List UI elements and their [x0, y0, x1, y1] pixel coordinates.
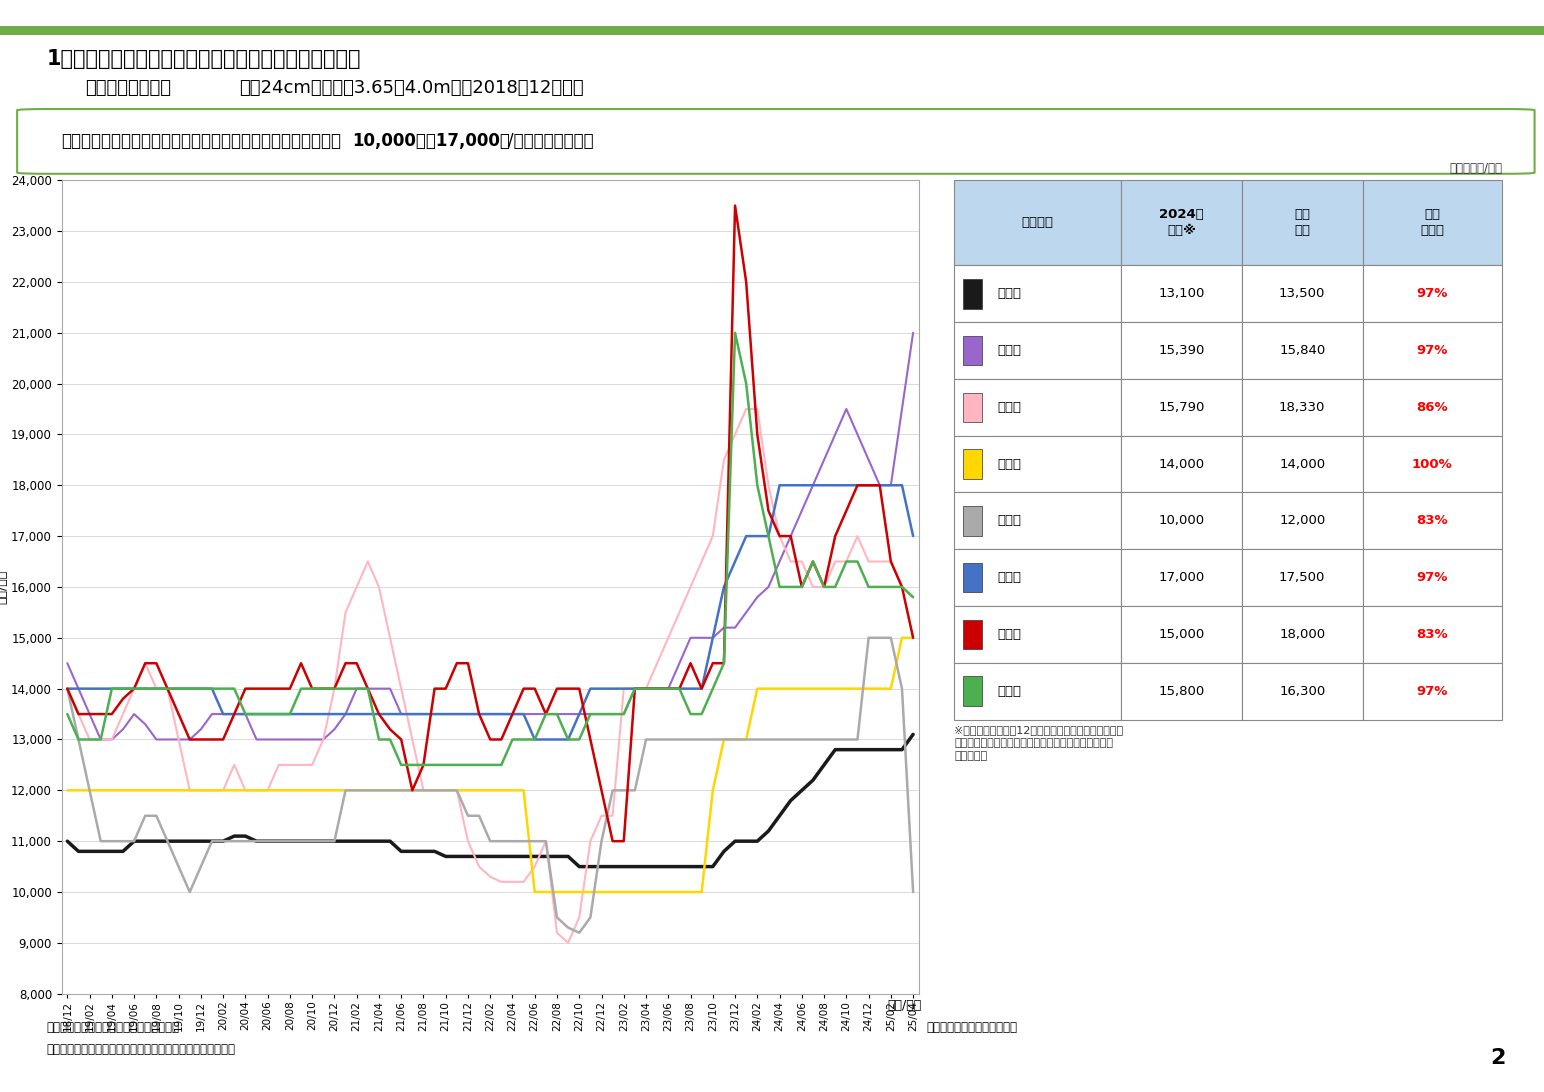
Bar	[1362, 549, 1502, 606]
Bar	[1362, 265, 1502, 322]
Bar	[954, 436, 1121, 492]
Bar	[962, 676, 982, 707]
Text: 秋田県: 秋田県	[997, 344, 1022, 357]
Text: ア　スギ（全国）: ア スギ（全国）	[85, 79, 171, 96]
Text: 14,000: 14,000	[1278, 458, 1325, 471]
Bar	[1121, 322, 1241, 379]
Bar	[1241, 663, 1362, 720]
Text: 97%: 97%	[1417, 344, 1448, 357]
Bar	[1362, 606, 1502, 663]
Text: 83%: 83%	[1416, 514, 1448, 527]
Bar	[1121, 663, 1241, 720]
Text: 15,790: 15,790	[1158, 401, 1204, 414]
Text: 16,300: 16,300	[1278, 685, 1325, 698]
Text: 2024年
直近※: 2024年 直近※	[1160, 209, 1204, 237]
Bar	[1121, 492, 1241, 549]
Bar	[1362, 492, 1502, 549]
Text: 97%: 97%	[1417, 685, 1448, 698]
Bar	[954, 549, 1121, 606]
Bar	[1362, 379, 1502, 436]
Bar	[1121, 180, 1241, 265]
Text: 前年
同期比: 前年 同期比	[1420, 209, 1445, 237]
Bar	[1362, 322, 1502, 379]
Text: 資料：林野庁木材産業課調べ: 資料：林野庁木材産業課調べ	[926, 1021, 1017, 1034]
Text: 注１：北海道はカラマツ（工場着価格）。: 注１：北海道はカラマツ（工場着価格）。	[46, 1021, 179, 1034]
Bar	[1362, 180, 1502, 265]
Text: ・全国の原木市場・共販所において、直近のスギ原木価格は、: ・全国の原木市場・共販所において、直近のスギ原木価格は、	[60, 132, 341, 151]
Text: 10,000円～17,000円: 10,000円～17,000円	[352, 132, 510, 151]
Text: 長野県: 長野県	[997, 458, 1022, 471]
Bar	[1362, 663, 1502, 720]
Bar	[1121, 606, 1241, 663]
Text: 1　価格の動向　（１）原木価格（原木市場・共販所）: 1 価格の動向 （１）原木価格（原木市場・共販所）	[46, 49, 361, 69]
Text: 83%: 83%	[1416, 628, 1448, 641]
Text: 前年
同期: 前年 同期	[1294, 209, 1311, 237]
Bar	[954, 492, 1121, 549]
Text: 栃木県: 栃木県	[997, 401, 1022, 414]
Bar	[1121, 379, 1241, 436]
Bar	[1241, 180, 1362, 265]
Bar	[962, 392, 982, 423]
FancyBboxPatch shape	[17, 109, 1535, 174]
Bar	[1121, 436, 1241, 492]
Text: 17,500: 17,500	[1278, 571, 1325, 584]
Text: 97%: 97%	[1417, 571, 1448, 584]
Y-axis label: （円/㎥）: （円/㎥）	[0, 570, 8, 604]
Bar	[1241, 606, 1362, 663]
Bar	[962, 449, 982, 479]
Text: 18,000: 18,000	[1278, 628, 1325, 641]
Text: 13,500: 13,500	[1278, 287, 1325, 300]
Text: 10,000: 10,000	[1158, 514, 1204, 527]
Text: 100%: 100%	[1413, 458, 1453, 471]
Bar	[1241, 492, 1362, 549]
Bar	[954, 663, 1121, 720]
Text: 径24cm程度、長3.65～4.0m　（2018年12月～）: 径24cm程度、長3.65～4.0m （2018年12月～）	[239, 79, 584, 96]
Text: 宮崎県: 宮崎県	[997, 685, 1022, 698]
Bar	[954, 265, 1121, 322]
Bar	[1241, 379, 1362, 436]
Text: 18,330: 18,330	[1278, 401, 1325, 414]
Bar	[1241, 436, 1362, 492]
Bar	[954, 379, 1121, 436]
Bar	[1241, 265, 1362, 322]
Bar	[962, 619, 982, 650]
Text: /㎥となっている。: /㎥となっている。	[508, 132, 594, 151]
Bar	[954, 322, 1121, 379]
Text: 15,390: 15,390	[1158, 344, 1204, 357]
Text: 注２：都道府県が選定した特定の原木市場・共販所の価格。: 注２：都道府県が選定した特定の原木市場・共販所の価格。	[46, 1043, 235, 1056]
Text: （年/月）: （年/月）	[888, 999, 922, 1012]
Bar	[1121, 549, 1241, 606]
Text: 13,100: 13,100	[1158, 287, 1204, 300]
Text: 17,000: 17,000	[1158, 571, 1204, 584]
Bar	[1121, 265, 1241, 322]
Bar	[1362, 436, 1502, 492]
Text: 岡山県: 岡山県	[997, 514, 1022, 527]
Bar	[962, 562, 982, 593]
Text: 2: 2	[1490, 1048, 1505, 1068]
Bar	[954, 180, 1121, 265]
Text: 97%: 97%	[1417, 287, 1448, 300]
Bar	[1241, 322, 1362, 379]
Text: ※北海道については12月、秋田県、栃木県、長野県、
岡山県、高知県、熊本県及び宮崎県については１月の
値を使用。: ※北海道については12月、秋田県、栃木県、長野県、 岡山県、高知県、熊本県及び宮…	[954, 725, 1124, 761]
Text: 都道府県: 都道府県	[1022, 216, 1055, 229]
Text: （単位：円/㎥）: （単位：円/㎥）	[1450, 162, 1502, 175]
Text: 15,800: 15,800	[1158, 685, 1204, 698]
Bar	[962, 278, 982, 309]
Bar	[962, 506, 982, 536]
Text: 86%: 86%	[1416, 401, 1448, 414]
Text: 熊本県: 熊本県	[997, 628, 1022, 641]
Text: 高知県: 高知県	[997, 571, 1022, 584]
Bar	[1241, 549, 1362, 606]
Text: 15,000: 15,000	[1158, 628, 1204, 641]
Text: 12,000: 12,000	[1278, 514, 1325, 527]
Text: 14,000: 14,000	[1158, 458, 1204, 471]
Text: 15,840: 15,840	[1278, 344, 1325, 357]
Text: 北海道: 北海道	[997, 287, 1022, 300]
Bar	[962, 335, 982, 366]
Bar	[954, 606, 1121, 663]
